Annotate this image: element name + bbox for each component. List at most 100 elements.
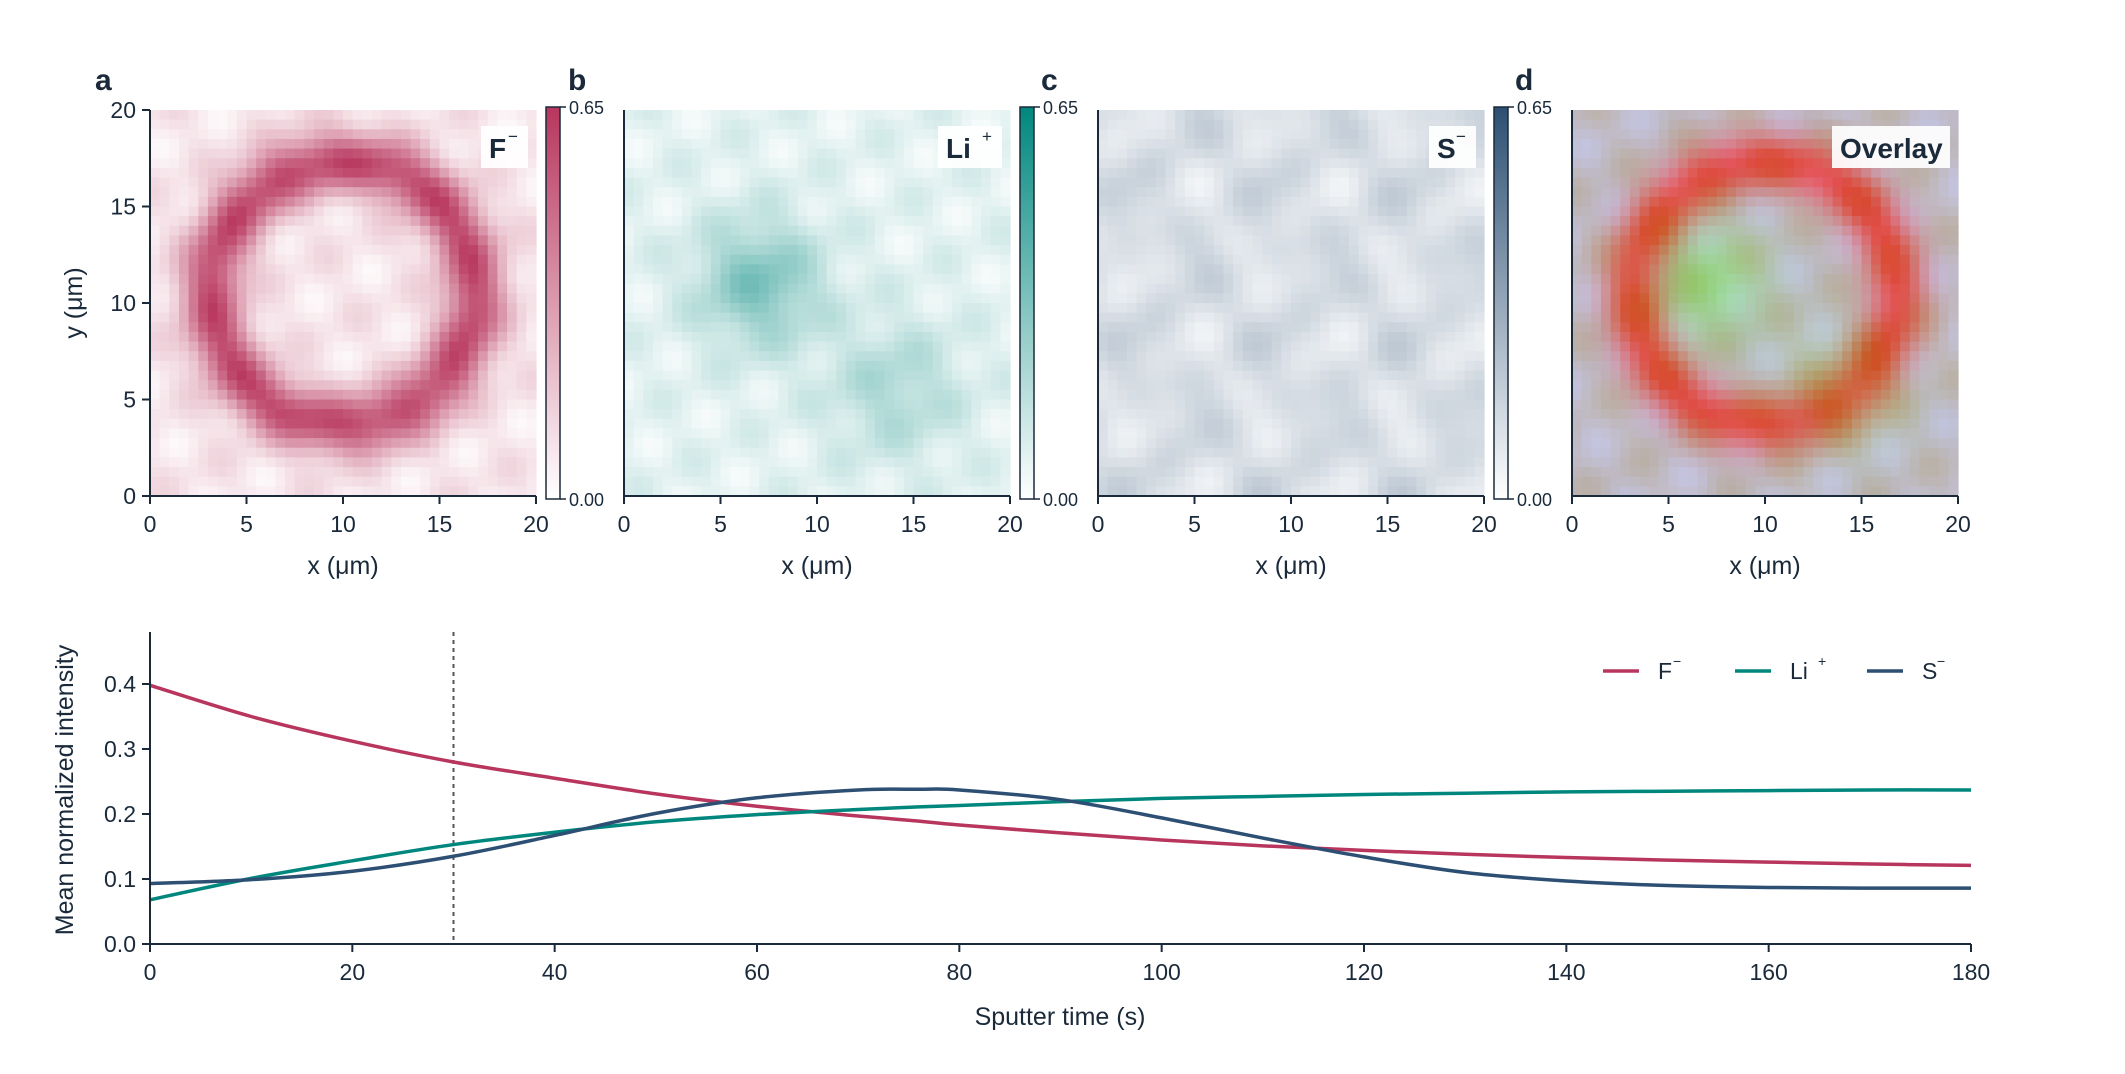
heatmap-cell	[150, 225, 161, 237]
heatmap-cell	[855, 110, 866, 121]
heatmap-cell	[1175, 418, 1186, 430]
heatmap-cell	[1339, 138, 1350, 150]
heatmap-cell	[1155, 264, 1167, 275]
heatmap-cell	[150, 283, 161, 294]
heatmap-cell	[314, 148, 325, 159]
heatmap-cell	[1281, 254, 1292, 265]
heatmap-cell	[836, 196, 847, 208]
heatmap-cell	[865, 148, 876, 159]
heatmap-cell	[1377, 341, 1389, 352]
heatmap-cell	[246, 447, 257, 458]
heatmap-cell	[1909, 119, 1920, 130]
heatmap-cell	[1213, 457, 1225, 468]
heatmap-cell	[681, 331, 693, 343]
heatmap-cell	[730, 360, 741, 372]
heatmap-cell	[817, 399, 828, 410]
heatmap-cell	[1387, 158, 1398, 169]
heatmap-cell	[1117, 129, 1128, 140]
heatmap-cell	[159, 187, 170, 198]
heatmap-cell	[207, 167, 219, 179]
heatmap-cell	[817, 119, 828, 130]
heatmap-cell	[788, 274, 799, 285]
heatmap-cell	[371, 158, 383, 169]
heatmap-cell	[1262, 303, 1273, 314]
heatmap-cell	[981, 428, 992, 439]
heatmap-cell	[478, 167, 489, 179]
heatmap-cell	[150, 274, 161, 285]
heatmap-cell	[1213, 245, 1225, 256]
heatmap-cell	[1184, 245, 1196, 256]
heatmap-cell	[1435, 447, 1446, 458]
heatmap-cell	[198, 206, 209, 217]
heatmap-cell	[923, 235, 934, 246]
heatmap-cell	[672, 331, 683, 343]
heatmap-cell	[478, 206, 489, 217]
heatmap-cell	[1948, 110, 1959, 121]
heatmap-cell	[1474, 225, 1485, 237]
heatmap-cell	[227, 331, 238, 343]
heatmap-cell	[691, 438, 702, 449]
heatmap-cell	[371, 254, 383, 265]
heatmap-cell	[1233, 380, 1244, 391]
heatmap-cell	[188, 341, 199, 352]
heatmap-cell	[1165, 467, 1176, 478]
heatmap-cell	[739, 351, 751, 362]
heatmap-cell	[788, 129, 799, 140]
heatmap-cell	[672, 119, 683, 130]
heatmap-cell	[178, 283, 190, 294]
heatmap-cell	[1000, 341, 1011, 352]
heatmap-cell	[981, 119, 992, 130]
heatmap-cell	[1319, 274, 1331, 285]
heatmap-cell	[207, 245, 219, 256]
heatmap-cell	[1213, 119, 1225, 130]
heatmap-cell	[749, 331, 760, 343]
heatmap-cell	[865, 129, 876, 140]
heatmap-cell	[1329, 158, 1340, 169]
heatmap-cell	[1136, 167, 1147, 179]
heatmap-cell	[874, 264, 886, 275]
heatmap-cell	[343, 187, 354, 198]
heatmap-cell	[1329, 380, 1340, 391]
heatmap-cell	[710, 235, 722, 246]
heatmap-cell	[352, 418, 363, 430]
heatmap-cell	[1416, 158, 1427, 169]
heatmap-cell	[458, 196, 470, 208]
heatmap-cell	[1281, 225, 1292, 237]
heatmap-cell	[894, 370, 905, 381]
heatmap-cell	[1165, 187, 1176, 198]
heatmap-cell	[1339, 264, 1350, 275]
heatmap-cell	[981, 216, 992, 227]
heatmap-cell	[1165, 312, 1176, 323]
heatmap-cell	[1233, 264, 1244, 275]
heatmap-cell	[333, 148, 344, 159]
heatmap-cell	[817, 110, 828, 121]
heatmap-cell	[865, 119, 876, 130]
heatmap-cell	[894, 196, 905, 208]
heatmap-cell	[1281, 457, 1292, 468]
heatmap-cell	[1319, 341, 1331, 352]
heatmap-cell	[1813, 119, 1824, 130]
heatmap-cell	[1271, 206, 1282, 217]
heatmap-cell	[1329, 409, 1340, 420]
heatmap-cell	[1300, 148, 1311, 159]
heatmap-cell	[1358, 322, 1369, 333]
heatmap-cell	[759, 409, 770, 420]
heatmap-cell	[865, 283, 876, 294]
heatmap-cell	[1000, 322, 1011, 333]
heatmap-cell	[710, 138, 722, 150]
heatmap-cell	[285, 399, 296, 410]
heatmap-cell	[169, 119, 180, 130]
heatmap-cell	[797, 254, 808, 265]
heatmap-cell	[894, 235, 905, 246]
heatmap-cell	[768, 283, 779, 294]
heatmap-cell	[1426, 245, 1437, 256]
heatmap-cell	[410, 254, 421, 265]
heatmap-cell	[275, 380, 286, 391]
heatmap-cell	[429, 351, 441, 362]
heatmap-cell	[1291, 187, 1302, 198]
heatmap-cell	[1387, 360, 1398, 372]
heatmap-cell	[343, 312, 354, 323]
heatmap-cell	[894, 187, 905, 198]
heatmap-cell	[1358, 351, 1369, 362]
heatmap-cell	[1300, 206, 1311, 217]
